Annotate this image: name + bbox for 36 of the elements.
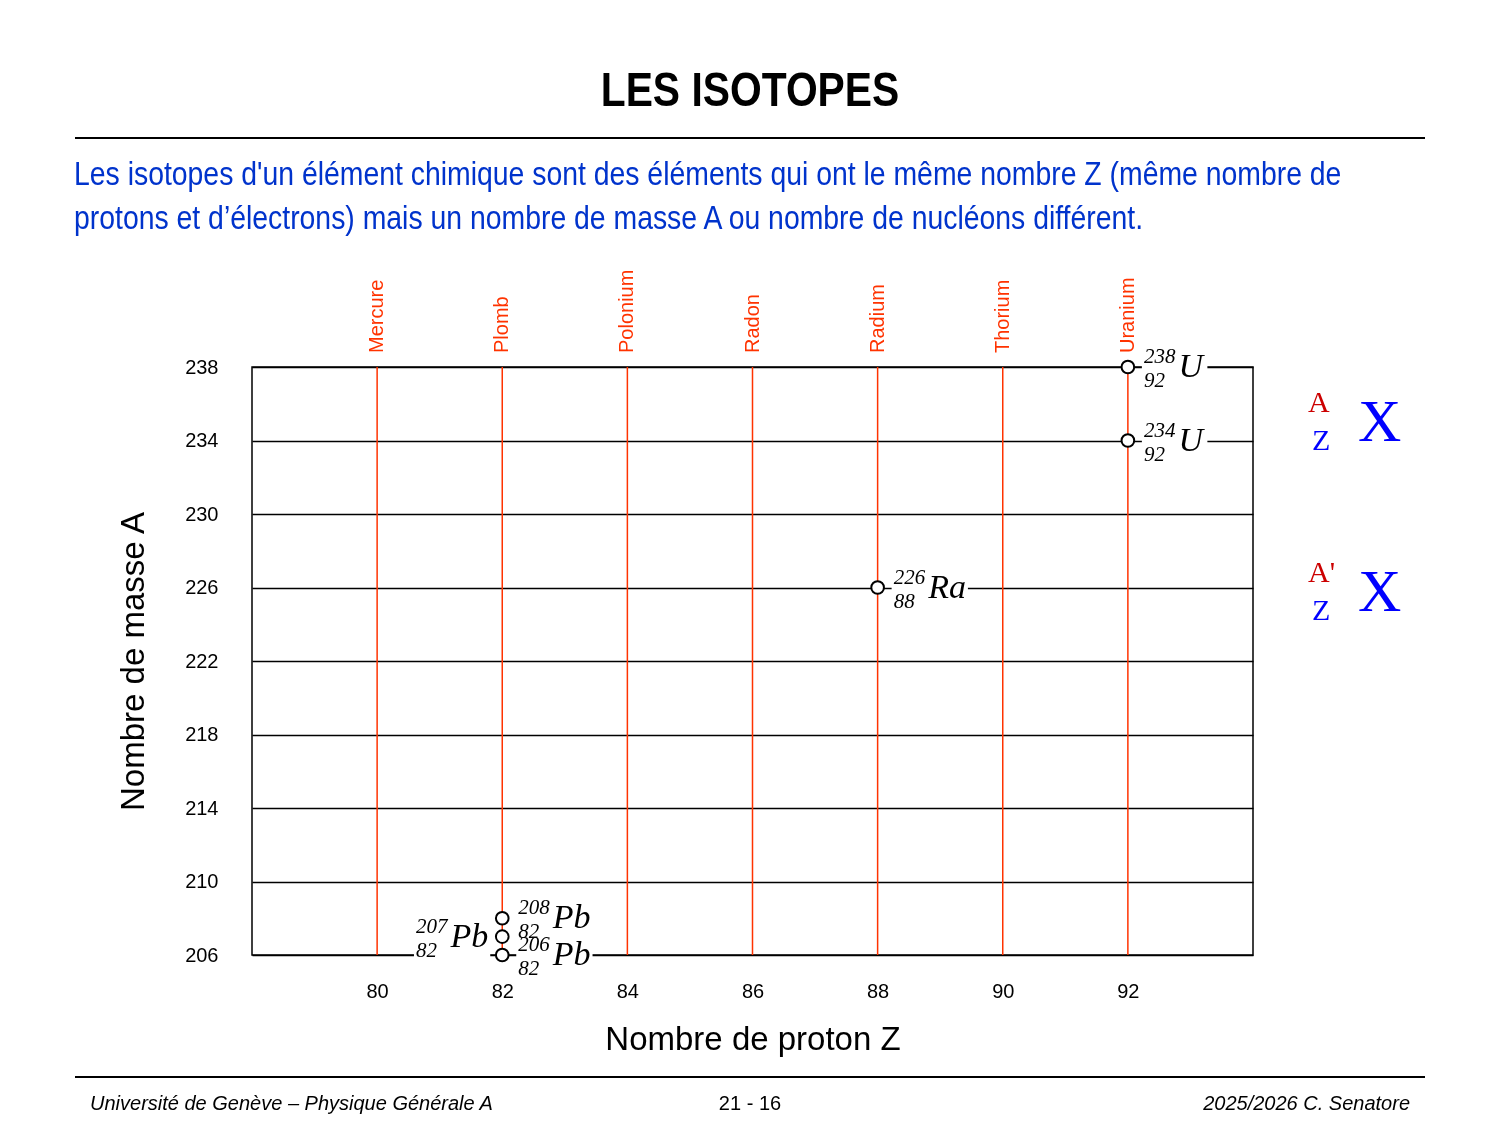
y-tick-label: 222	[185, 649, 219, 672]
ref-line-label: Mercure	[365, 279, 388, 353]
y-tick-label: 214	[185, 796, 219, 819]
y-tick-label: 206	[185, 943, 219, 966]
x-tick-label: 84	[616, 979, 639, 1002]
point	[870, 580, 885, 595]
point	[494, 910, 510, 926]
y-tick-label: 234	[185, 429, 219, 451]
x-tick-label: 80	[366, 979, 389, 1002]
text: 2025/2026 C. Senatore	[1203, 1092, 1410, 1115]
y-tick-label: 238	[185, 355, 219, 378]
point	[1120, 359, 1136, 375]
ref-line-label: Radon	[740, 294, 763, 353]
x-tick-label: 82	[491, 979, 514, 1002]
ref-line-label: Thorium	[990, 279, 1013, 353]
y-tick-label: 218	[185, 723, 219, 745]
y-tick-label: 210	[185, 870, 219, 892]
ref-line-label: Uranium	[1115, 277, 1138, 353]
chart-title: LES ISOTOPES	[599, 62, 901, 117]
chart-subtitle: Les isotopes d'un élément chimique sont des éléments qui ont le même nombre Z (même nombre de protons et d’électrons) mais un nombre de masse A ou nombre de nucléons différent.	[74, 154, 1343, 238]
x-tick-label: 90	[992, 979, 1015, 1002]
ref-line-label: Plomb	[490, 296, 513, 353]
text: 21 - 16	[717, 1092, 783, 1115]
x-tick-label: 92	[1117, 979, 1140, 1002]
y-tick-label: 226	[185, 576, 219, 598]
point	[494, 929, 510, 944]
y-tick-label: 230	[185, 502, 219, 525]
x-tick-label: 86	[741, 979, 765, 1002]
ref-line-label: Radium	[865, 284, 888, 353]
ref-line-label: Polonium	[615, 269, 638, 353]
point	[1120, 433, 1136, 448]
x-tick-label: 88	[867, 979, 890, 1002]
y-axis-title: Nombre de masse A	[114, 512, 152, 811]
point	[494, 947, 510, 963]
x-axis-title: Nombre de proton Z	[605, 1019, 901, 1057]
text: Université de Genève – Physique Générale A	[90, 1092, 493, 1115]
